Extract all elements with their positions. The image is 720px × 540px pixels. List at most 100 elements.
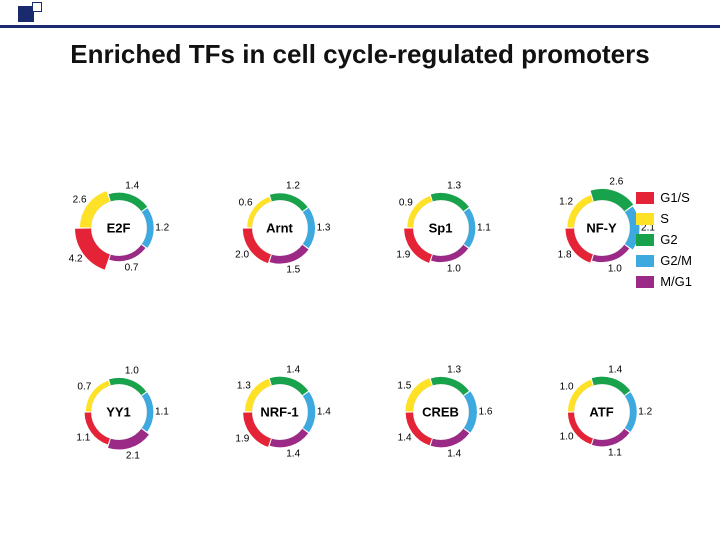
chart-panel: 1.1 0.7 1.0 1.1 2.1 YY1 <box>40 324 197 500</box>
arc-value: 1.9 <box>235 433 249 444</box>
legend-swatch <box>636 276 654 288</box>
legend-swatch <box>636 255 654 267</box>
arc-value: 1.1 <box>608 448 622 459</box>
arc-segment <box>431 431 466 444</box>
arc-value: 1.2 <box>155 223 169 234</box>
arc-segment <box>109 196 144 209</box>
arc-value: 1.2 <box>559 197 573 208</box>
arc-value: 1.2 <box>638 407 652 418</box>
legend-item: M/G1 <box>636 274 692 289</box>
arc-segment <box>592 247 626 259</box>
chart-panel: 1.9 1.3 1.4 1.4 1.4 NRF-1 <box>201 324 358 500</box>
arc-value: 1.8 <box>558 249 572 260</box>
legend-swatch <box>636 192 654 204</box>
arc-value: 1.1 <box>155 407 169 418</box>
arc-value: 2.6 <box>609 177 623 188</box>
arc-value: 1.5 <box>286 265 300 276</box>
arc-segment <box>431 380 465 393</box>
arc-value: 1.3 <box>447 365 461 376</box>
legend-item: G1/S <box>636 190 692 205</box>
arc-segment <box>144 210 150 246</box>
arc-value: 1.0 <box>560 381 574 392</box>
legend: G1/S S G2 G2/M M/G1 <box>636 190 692 295</box>
arc-value: 1.4 <box>125 180 139 191</box>
arc-segment <box>270 380 305 393</box>
arc-value: 1.0 <box>447 263 461 274</box>
legend-label: M/G1 <box>660 274 692 289</box>
header-bar <box>0 0 720 28</box>
arc-segment <box>592 431 626 443</box>
arc-value: 1.1 <box>76 432 90 443</box>
arc-segment <box>627 394 633 430</box>
arc-value: 1.4 <box>447 449 461 460</box>
arc-value: 4.2 <box>69 254 83 265</box>
arc-segment <box>270 431 305 444</box>
arc-value: 1.3 <box>317 223 331 234</box>
panel-name: YY1 <box>106 405 131 420</box>
chart-panel: 1.9 0.9 1.3 1.1 1.0 Sp1 <box>362 140 519 316</box>
arc-value: 0.7 <box>125 263 139 274</box>
legend-label: G2 <box>660 232 677 247</box>
arc-value: 1.0 <box>560 432 574 443</box>
arc-value: 1.3 <box>237 381 251 392</box>
arc-segment <box>408 229 430 259</box>
arc-segment <box>87 413 108 442</box>
arc-segment <box>85 196 108 227</box>
arc-segment <box>592 194 629 207</box>
panel-name: Sp1 <box>429 221 453 236</box>
arc-segment <box>431 196 465 209</box>
arc-segment <box>270 247 305 260</box>
legend-label: S <box>660 211 669 226</box>
chart-panel: 4.2 2.6 1.4 1.2 0.7 E2F <box>40 140 197 316</box>
panel-name: ATF <box>589 405 613 420</box>
arc-value: 1.3 <box>447 181 461 192</box>
arc-segment <box>109 381 143 393</box>
arc-value: 1.1 <box>477 223 491 234</box>
panel-name: NF-Y <box>586 221 616 236</box>
legend-swatch <box>636 234 654 246</box>
chart-panel: 1.0 1.0 1.4 1.2 1.1 ATF <box>523 324 680 500</box>
arc-value: 2.6 <box>73 194 87 205</box>
arc-segment <box>466 210 472 246</box>
arc-segment <box>270 197 304 209</box>
page-title: Enriched TFs in cell cycle-regulated pro… <box>0 38 720 71</box>
arc-segment <box>467 394 473 431</box>
arc-value: 1.0 <box>125 366 139 377</box>
arc-value: 0.9 <box>399 197 413 208</box>
arc-segment <box>109 432 145 445</box>
arc-value: 1.6 <box>478 407 492 418</box>
arc-value: 0.7 <box>77 382 91 393</box>
arc-segment <box>431 247 465 259</box>
panel-name: CREB <box>422 405 459 420</box>
legend-item: S <box>636 211 692 226</box>
panel-name: NRF-1 <box>260 405 298 420</box>
panel-name: Arnt <box>266 221 293 236</box>
arc-segment <box>83 229 107 262</box>
arc-segment <box>305 394 311 430</box>
chart-grid: 4.2 2.6 1.4 1.2 0.7 E2F 2.0 0.6 1.2 1.3 1.5 Arnt 1.9… <box>40 140 680 500</box>
arc-value: 2.0 <box>235 250 249 261</box>
arc-value: 1.4 <box>286 449 300 460</box>
arc-segment <box>110 246 143 258</box>
arc-segment <box>144 394 150 430</box>
header-bullet <box>18 6 34 22</box>
legend-label: G2/M <box>660 253 692 268</box>
arc-value: 1.2 <box>286 181 300 192</box>
arc-segment <box>305 210 311 246</box>
arc-value: 1.0 <box>608 263 622 274</box>
arc-value: 2.1 <box>126 451 140 462</box>
arc-segment <box>592 380 627 393</box>
arc-value: 1.4 <box>317 407 331 418</box>
arc-value: 1.9 <box>396 249 410 260</box>
chart-panel: 1.4 1.5 1.3 1.6 1.4 CREB <box>362 324 519 500</box>
panel-name: E2F <box>107 221 131 236</box>
arc-value: 1.4 <box>608 364 622 375</box>
legend-item: G2 <box>636 232 692 247</box>
legend-label: G1/S <box>660 190 690 205</box>
arc-value: 1.5 <box>397 380 411 391</box>
legend-item: G2/M <box>636 253 692 268</box>
legend-swatch <box>636 213 654 225</box>
arc-value: 0.6 <box>239 198 253 209</box>
arc-value: 1.4 <box>398 433 412 444</box>
arc-value: 1.4 <box>286 364 300 375</box>
